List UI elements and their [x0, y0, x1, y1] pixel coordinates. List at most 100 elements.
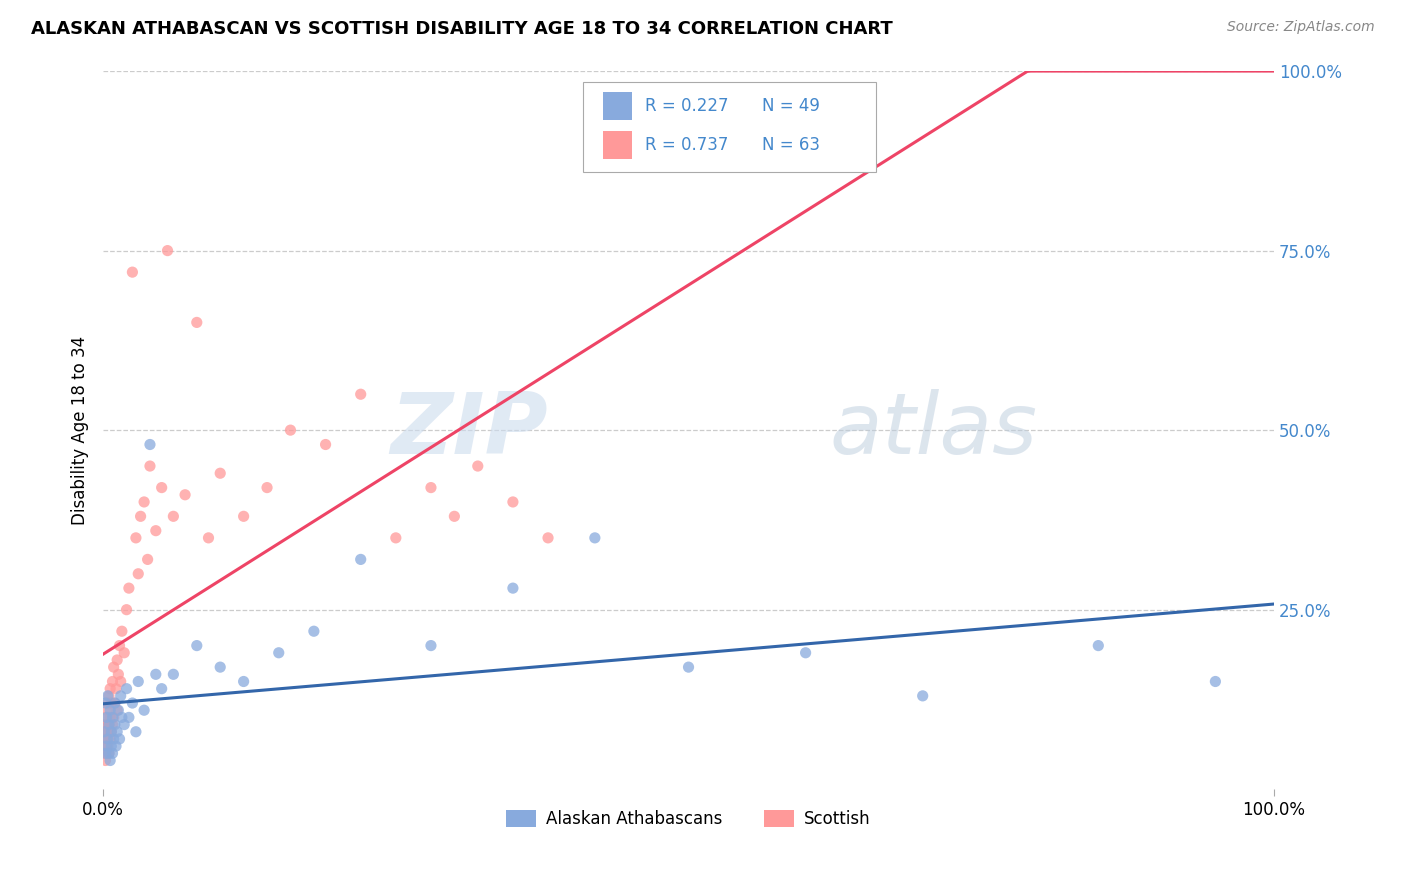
Point — [232, 509, 254, 524]
Point — [132, 703, 155, 717]
Point — [97, 724, 120, 739]
Point — [97, 696, 120, 710]
Point — [94, 747, 117, 761]
Point — [101, 710, 124, 724]
Point — [186, 639, 208, 653]
Point — [94, 739, 117, 753]
Point — [315, 437, 337, 451]
Point — [94, 754, 117, 768]
Point — [100, 724, 122, 739]
Point — [174, 488, 197, 502]
Point — [111, 710, 134, 724]
Point — [100, 739, 122, 753]
Point — [420, 481, 443, 495]
Point — [100, 724, 122, 739]
Text: N = 49: N = 49 — [762, 97, 820, 115]
Point — [129, 509, 152, 524]
Point — [150, 681, 173, 696]
Point — [121, 265, 143, 279]
Point — [105, 653, 128, 667]
Point — [197, 531, 219, 545]
Point — [98, 717, 121, 731]
Point — [96, 717, 118, 731]
Point — [98, 717, 121, 731]
Point — [118, 581, 141, 595]
Point — [111, 624, 134, 639]
Point — [911, 689, 934, 703]
Point — [98, 747, 121, 761]
Point — [107, 667, 129, 681]
Text: ZIP: ZIP — [391, 389, 548, 472]
Point — [145, 524, 167, 538]
Text: atlas: atlas — [830, 389, 1038, 472]
Point — [118, 710, 141, 724]
Point — [350, 387, 373, 401]
Point — [93, 747, 115, 761]
Point — [101, 717, 124, 731]
Point — [127, 674, 149, 689]
Point — [1087, 639, 1109, 653]
Point — [93, 724, 115, 739]
Point — [186, 315, 208, 329]
FancyBboxPatch shape — [603, 93, 633, 120]
Point — [96, 710, 118, 724]
Point — [136, 552, 159, 566]
Point — [115, 681, 138, 696]
Point — [280, 423, 302, 437]
Point — [502, 581, 524, 595]
Point — [125, 531, 148, 545]
Text: Source: ZipAtlas.com: Source: ZipAtlas.com — [1227, 20, 1375, 34]
Point — [794, 646, 817, 660]
Point — [98, 703, 121, 717]
Text: N = 63: N = 63 — [762, 136, 820, 154]
Point — [678, 660, 700, 674]
Point — [96, 703, 118, 717]
Point — [98, 689, 121, 703]
Point — [96, 731, 118, 746]
Point — [104, 696, 127, 710]
Point — [105, 681, 128, 696]
Point — [209, 467, 232, 481]
Point — [105, 739, 128, 753]
Point — [139, 458, 162, 473]
Point — [97, 689, 120, 703]
Point — [96, 747, 118, 761]
Point — [104, 696, 127, 710]
Legend: Alaskan Athabascans, Scottish: Alaskan Athabascans, Scottish — [499, 804, 877, 835]
Point — [156, 244, 179, 258]
Point — [93, 731, 115, 746]
Point — [98, 681, 121, 696]
Point — [105, 703, 128, 717]
Point — [98, 747, 121, 761]
Point — [112, 717, 135, 731]
Point — [267, 646, 290, 660]
Point — [420, 639, 443, 653]
Point — [583, 531, 606, 545]
Text: ALASKAN ATHABASCAN VS SCOTTISH DISABILITY AGE 18 TO 34 CORRELATION CHART: ALASKAN ATHABASCAN VS SCOTTISH DISABILIT… — [31, 20, 893, 37]
Point — [162, 509, 184, 524]
Point — [94, 696, 117, 710]
Point — [107, 703, 129, 717]
Point — [139, 437, 162, 451]
Point — [145, 667, 167, 681]
FancyBboxPatch shape — [583, 82, 876, 171]
Point — [96, 739, 118, 753]
Point — [100, 696, 122, 710]
Point — [502, 495, 524, 509]
Point — [467, 458, 489, 473]
Point — [98, 754, 121, 768]
Point — [121, 696, 143, 710]
Point — [302, 624, 325, 639]
FancyBboxPatch shape — [603, 131, 633, 159]
Point — [104, 717, 127, 731]
Point — [125, 724, 148, 739]
Point — [443, 509, 465, 524]
Point — [105, 724, 128, 739]
Point — [209, 660, 232, 674]
Point — [94, 724, 117, 739]
Point — [127, 566, 149, 581]
Point — [93, 717, 115, 731]
Point — [162, 667, 184, 681]
Point — [232, 674, 254, 689]
Point — [101, 747, 124, 761]
